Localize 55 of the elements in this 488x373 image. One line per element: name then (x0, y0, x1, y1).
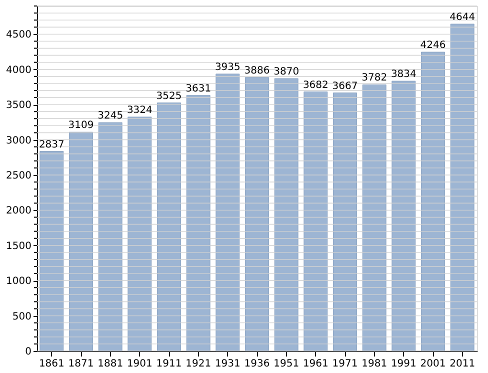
x-tick-label: 2011 (450, 358, 476, 370)
bar (40, 151, 64, 352)
bar (392, 80, 416, 352)
data-label: 3935 (214, 62, 240, 73)
data-label: 3886 (244, 65, 270, 76)
bar (69, 132, 93, 352)
y-tick-label: 4500 (6, 30, 32, 41)
x-tick-label: 1971 (332, 358, 358, 370)
data-label: 3834 (390, 69, 416, 80)
x-tick-label: 1951 (274, 358, 300, 370)
y-tick-label: 500 (12, 311, 32, 322)
bar (450, 24, 474, 352)
data-label: 3109 (68, 120, 94, 132)
bar (157, 102, 181, 352)
data-label: 3525 (156, 90, 182, 102)
y-tick-label: 3500 (6, 100, 32, 112)
data-label: 4246 (420, 40, 446, 52)
bar (245, 77, 269, 352)
x-tick-label: 1921 (186, 358, 212, 370)
data-label: 2837 (38, 139, 64, 150)
bar (216, 74, 240, 352)
y-tick-label: 2500 (6, 170, 32, 182)
data-label: 3682 (302, 80, 328, 91)
bar (274, 78, 298, 352)
bar (304, 92, 328, 352)
x-tick-label: 1911 (156, 358, 182, 370)
bar (362, 84, 386, 352)
x-tick-label: 1881 (98, 358, 124, 370)
data-label: 3870 (274, 66, 300, 78)
bar (186, 95, 210, 352)
data-label: 3245 (98, 110, 124, 122)
x-tick-label: 1931 (214, 358, 240, 370)
x-tick-label: 2001 (420, 358, 446, 370)
data-label: 3324 (126, 104, 152, 116)
x-tick-label: 1871 (68, 358, 94, 370)
bar (421, 52, 445, 352)
bar (333, 92, 357, 352)
data-label: 3667 (332, 80, 358, 92)
y-tick-label: 4000 (6, 64, 32, 76)
bar (128, 116, 152, 352)
y-tick-label: 1000 (6, 276, 32, 288)
bar (98, 122, 122, 352)
data-label: 3782 (362, 72, 388, 84)
y-tick-label: 1500 (6, 240, 32, 252)
data-label: 3631 (186, 83, 212, 94)
data-label: 4644 (450, 12, 476, 24)
x-tick-label: 1936 (244, 358, 270, 370)
y-tick-label: 3000 (6, 135, 32, 146)
x-tick-label: 1981 (362, 358, 388, 370)
y-tick-label: 2000 (6, 206, 32, 217)
x-tick-label: 1901 (126, 358, 152, 370)
x-tick-label: 1961 (302, 358, 328, 370)
x-tick-label: 1861 (38, 358, 64, 370)
y-tick-label: 0 (25, 346, 32, 358)
x-tick-label: 1991 (390, 358, 416, 370)
